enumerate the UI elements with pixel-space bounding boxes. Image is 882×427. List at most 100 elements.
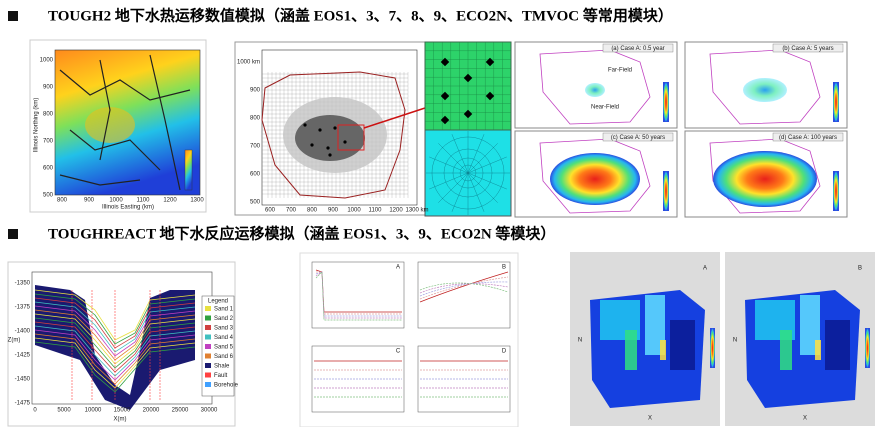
mesh-ring: [452, 157, 484, 189]
grid-figure: [234, 41, 512, 217]
label: B: [502, 265, 506, 271]
panel: [299, 252, 519, 427]
label: 25000: [172, 408, 189, 414]
label: 800: [250, 116, 261, 122]
label: Sand 3: [214, 326, 234, 332]
label: X(m): [114, 417, 127, 423]
bullet: [8, 11, 18, 21]
colorbar: [663, 82, 669, 122]
label: 600: [43, 166, 54, 172]
label: Sand 2: [214, 316, 234, 322]
colorbar: [833, 82, 839, 122]
case-figures: [514, 41, 848, 218]
label: 900: [43, 85, 54, 91]
plume: [585, 83, 605, 97]
label: 1000 km: [237, 60, 260, 66]
label: 500: [43, 193, 54, 199]
mesh-line: [438, 143, 469, 174]
label: 1200: [389, 208, 403, 214]
legend-swatch: [205, 325, 211, 330]
label: -1450: [15, 377, 31, 383]
series-line: [419, 282, 509, 293]
label: 1200: [163, 198, 177, 204]
legend-swatch: [205, 334, 211, 340]
label: 800: [43, 112, 54, 118]
series-line: [315, 271, 402, 321]
mesh-line: [467, 172, 507, 190]
colorbar: [833, 171, 839, 211]
well: [318, 128, 322, 132]
mesh-line: [467, 172, 485, 212]
label: Illinois Northing (km): [34, 98, 40, 153]
well: [303, 123, 307, 127]
label: Sand 5: [214, 345, 234, 351]
label: 800: [57, 198, 68, 204]
label: (b) Case A: 5 years: [782, 46, 833, 52]
label: -1425: [15, 353, 31, 359]
heading: TOUGH2 地下水热运移数值模拟（涵盖 EOS1、3、7、8、9、ECO2N、…: [48, 6, 673, 24]
well: [463, 109, 473, 119]
mesh-line: [467, 143, 498, 174]
colorbar: [865, 328, 870, 368]
label: 10000: [85, 408, 102, 414]
label: Fault: [214, 373, 228, 379]
map-figure: [29, 39, 207, 213]
label: Legend: [208, 299, 228, 305]
mesh-line: [429, 156, 469, 174]
label: X: [803, 416, 807, 422]
well: [440, 91, 450, 101]
label: -1375: [15, 305, 31, 311]
mesh-ring: [443, 148, 493, 198]
model-zone: [625, 330, 637, 370]
well: [343, 140, 347, 144]
legend-swatch: [205, 353, 211, 359]
series-line: [419, 271, 509, 303]
legend-swatch: [205, 344, 211, 349]
mesh-line: [429, 172, 469, 190]
section-figure: [7, 261, 236, 427]
label: N: [733, 338, 737, 344]
series-line: [419, 281, 509, 297]
label: 900: [328, 208, 339, 214]
plume: [743, 78, 787, 102]
label: 1100: [137, 198, 151, 204]
series-line: [419, 283, 509, 294]
mesh-line: [467, 134, 485, 174]
label: 1300: [190, 198, 204, 204]
label: 1000: [40, 58, 54, 64]
label: -1475: [15, 401, 31, 407]
model-figures: [570, 252, 875, 426]
model-zone: [670, 320, 695, 370]
mesh-line: [467, 172, 498, 203]
mesh-ring: [459, 164, 477, 182]
mesh-line: [467, 156, 507, 174]
legend-swatch: [205, 315, 211, 321]
line-plots: [299, 252, 519, 427]
title-box: [772, 132, 844, 142]
well: [440, 57, 450, 67]
label: (c) Case A: 50 years: [611, 135, 665, 141]
label: -1350: [15, 281, 31, 287]
label: C: [396, 349, 401, 355]
label: 1100: [369, 208, 383, 214]
bullet: [8, 229, 18, 239]
label: A: [396, 265, 400, 271]
colorbar: [710, 328, 715, 368]
label: 900: [84, 198, 95, 204]
label: 30000: [201, 408, 218, 414]
mesh-ring: [431, 136, 505, 210]
title-box: [602, 43, 674, 53]
plot-area: [417, 261, 511, 329]
heading: TOUGHREACT 地下水反应运移模拟（涵盖 EOS1、3、9、ECO2N 等…: [48, 224, 555, 242]
label: 1000: [109, 198, 123, 204]
label: 900: [250, 88, 261, 94]
model-zone: [825, 320, 850, 370]
mesh-line: [438, 172, 469, 203]
label: Sand 4: [214, 335, 234, 341]
legend-swatch: [205, 372, 211, 378]
label: 5000: [57, 408, 71, 414]
plot-area: [311, 261, 405, 329]
series-line: [419, 276, 509, 300]
model-zone: [660, 340, 666, 360]
model-zone: [780, 330, 792, 370]
